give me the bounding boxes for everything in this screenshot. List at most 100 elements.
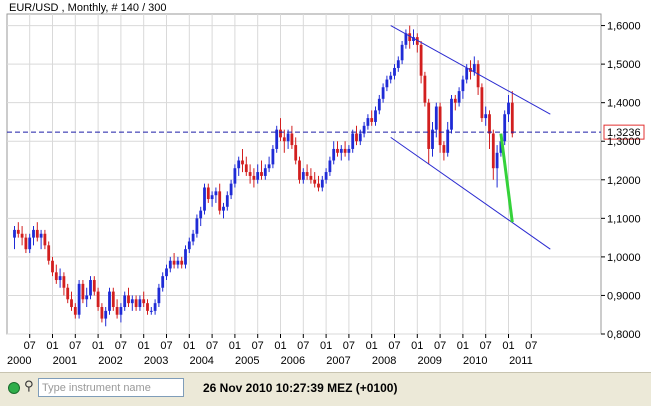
candle-body <box>39 233 43 238</box>
candle-body <box>66 287 70 300</box>
candle-body <box>32 229 35 238</box>
x-year-label: 2009 <box>417 355 441 367</box>
candle-body <box>328 160 332 173</box>
candle-body <box>507 102 510 115</box>
candle-body <box>149 310 153 312</box>
candle-body <box>503 114 507 142</box>
candle-body <box>256 172 260 180</box>
candle-body <box>389 75 393 80</box>
candle-body <box>275 129 279 149</box>
x-axis: 07 01 07 01 07 01 07 01 07 01 07 01 07 01 07 01 07 01 07 01… <box>7 334 537 367</box>
candle-body <box>165 268 168 277</box>
candle-body <box>134 299 138 308</box>
candle-body <box>491 133 495 169</box>
x-month-label: 07 <box>480 340 492 352</box>
candle-body <box>187 241 191 250</box>
server-datetime: 26 Nov 2010 10:27:39 MEZ (+0100) <box>203 381 398 395</box>
candle-body <box>108 291 111 311</box>
candle-body <box>85 295 89 300</box>
candle-body <box>248 172 252 176</box>
candle-body <box>206 187 210 200</box>
candle-body <box>89 280 92 296</box>
instrument-search-input[interactable] <box>38 378 184 397</box>
candle-body <box>355 133 358 142</box>
candle-body <box>123 295 127 308</box>
x-month-label: 07 <box>252 340 264 352</box>
current-price-label: 1,3236 <box>607 127 641 139</box>
x-month-label: 01 <box>274 340 286 352</box>
search-icon[interactable]: ⚲ <box>24 379 34 394</box>
candle-body <box>115 307 119 315</box>
candle-body <box>20 233 24 238</box>
candle-body <box>400 44 404 61</box>
x-month-label: 01 <box>46 340 58 352</box>
candle-body <box>195 218 199 234</box>
x-month-label: 01 <box>366 340 378 352</box>
candle-body <box>453 98 457 103</box>
candle-body <box>431 129 434 149</box>
candle-body <box>347 148 351 153</box>
candle-body <box>495 152 499 169</box>
price-chart[interactable]: 1,3236 0,8000 0,9000 1,0000 1,1000 1,2000 1,3… <box>0 0 651 372</box>
candle-body <box>210 195 214 200</box>
candle-body <box>343 148 347 153</box>
candle-body <box>241 160 244 165</box>
y-tick-label: 1,6000 <box>607 21 641 33</box>
candle-body <box>92 280 96 292</box>
candle-body <box>161 276 165 288</box>
candle-body <box>286 133 290 142</box>
candle-body <box>427 102 431 149</box>
y-tick-label: 1,4000 <box>607 98 641 110</box>
candle-body <box>290 133 294 146</box>
candle-body <box>294 145 298 161</box>
candle-body <box>396 60 400 68</box>
x-year-label: 2003 <box>144 355 168 367</box>
x-year-label: 2006 <box>281 355 305 367</box>
y-tick-label: 0,8000 <box>607 329 641 341</box>
candle-body <box>358 133 362 142</box>
candle-body <box>104 310 108 319</box>
candle-body <box>472 64 476 72</box>
candle-body <box>267 164 271 169</box>
candle-body <box>47 245 51 261</box>
overlays-layer: 1,3236 <box>7 25 645 250</box>
candle-body <box>404 33 408 45</box>
candle-body <box>339 148 343 153</box>
x-month-label: 07 <box>388 340 400 352</box>
x-month-label: 07 <box>69 340 81 352</box>
candle-body <box>271 148 275 165</box>
candle-body <box>222 206 225 211</box>
y-tick-label: 1,3000 <box>607 136 641 148</box>
candle-body <box>16 229 20 234</box>
candle-body <box>252 175 256 180</box>
x-year-label: 2010 <box>463 355 487 367</box>
candle-body <box>237 160 241 169</box>
channel-lower-line <box>390 136 551 250</box>
candle-body <box>203 187 206 211</box>
candle-body <box>146 303 149 311</box>
candle-body <box>138 299 142 308</box>
candle-body <box>434 106 438 130</box>
candle-body <box>332 148 336 161</box>
candle-body <box>96 291 100 308</box>
x-year-label: 2000 <box>7 355 31 367</box>
candle-body <box>54 272 58 281</box>
candle-body <box>24 237 28 250</box>
candle-body <box>366 118 370 126</box>
candle-body <box>28 237 32 250</box>
candle-body <box>450 98 453 130</box>
chart-title: EUR/USD , Monthly, # 140 / 300 <box>9 2 167 14</box>
candle-body <box>225 195 229 207</box>
candle-body <box>214 191 218 196</box>
candle-body <box>176 260 180 265</box>
candle-body <box>438 106 442 146</box>
y-tick-label: 1,5000 <box>607 59 641 71</box>
candle-body <box>229 183 233 196</box>
candle-body <box>153 303 157 311</box>
candle-body <box>408 33 412 41</box>
candle-body <box>510 102 514 134</box>
x-month-label: 01 <box>320 340 332 352</box>
candle-body <box>62 276 66 288</box>
y-tick-label: 1,2000 <box>607 175 641 187</box>
x-year-label: 2004 <box>189 355 213 367</box>
